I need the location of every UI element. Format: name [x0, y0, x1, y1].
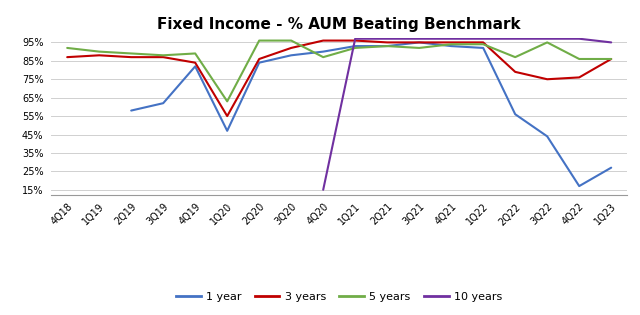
10 years	[351, 37, 359, 41]
10 years	[415, 37, 423, 41]
Line: 10 years: 10 years	[323, 39, 611, 190]
3 years	[351, 39, 359, 43]
3 years	[319, 39, 327, 43]
5 years	[511, 55, 519, 59]
3 years	[607, 57, 615, 61]
3 years	[95, 54, 103, 57]
5 years	[351, 46, 359, 50]
10 years	[479, 37, 487, 41]
Legend: 1 year, 3 years, 5 years, 10 years: 1 year, 3 years, 5 years, 10 years	[172, 287, 507, 306]
Title: Fixed Income - % AUM Beating Benchmark: Fixed Income - % AUM Beating Benchmark	[157, 17, 521, 32]
5 years	[447, 42, 455, 46]
3 years	[383, 41, 391, 44]
Line: 3 years: 3 years	[67, 41, 611, 116]
5 years	[479, 42, 487, 46]
5 years	[191, 52, 199, 55]
3 years	[159, 55, 167, 59]
3 years	[63, 55, 71, 59]
3 years	[255, 57, 263, 61]
5 years	[319, 55, 327, 59]
10 years	[383, 37, 391, 41]
3 years	[223, 114, 231, 118]
10 years	[575, 37, 583, 41]
3 years	[575, 76, 583, 79]
10 years	[319, 188, 327, 192]
5 years	[159, 54, 167, 57]
3 years	[479, 41, 487, 44]
5 years	[63, 46, 71, 50]
3 years	[543, 77, 551, 81]
5 years	[95, 50, 103, 54]
5 years	[223, 100, 231, 103]
3 years	[447, 41, 455, 44]
Line: 5 years: 5 years	[67, 41, 611, 101]
5 years	[575, 57, 583, 61]
3 years	[191, 61, 199, 65]
3 years	[127, 55, 135, 59]
3 years	[415, 41, 423, 44]
3 years	[511, 70, 519, 74]
5 years	[255, 39, 263, 43]
5 years	[543, 41, 551, 44]
5 years	[415, 46, 423, 50]
5 years	[607, 57, 615, 61]
10 years	[511, 37, 519, 41]
10 years	[607, 41, 615, 44]
10 years	[447, 37, 455, 41]
5 years	[383, 44, 391, 48]
3 years	[287, 46, 295, 50]
10 years	[543, 37, 551, 41]
5 years	[287, 39, 295, 43]
5 years	[127, 52, 135, 55]
